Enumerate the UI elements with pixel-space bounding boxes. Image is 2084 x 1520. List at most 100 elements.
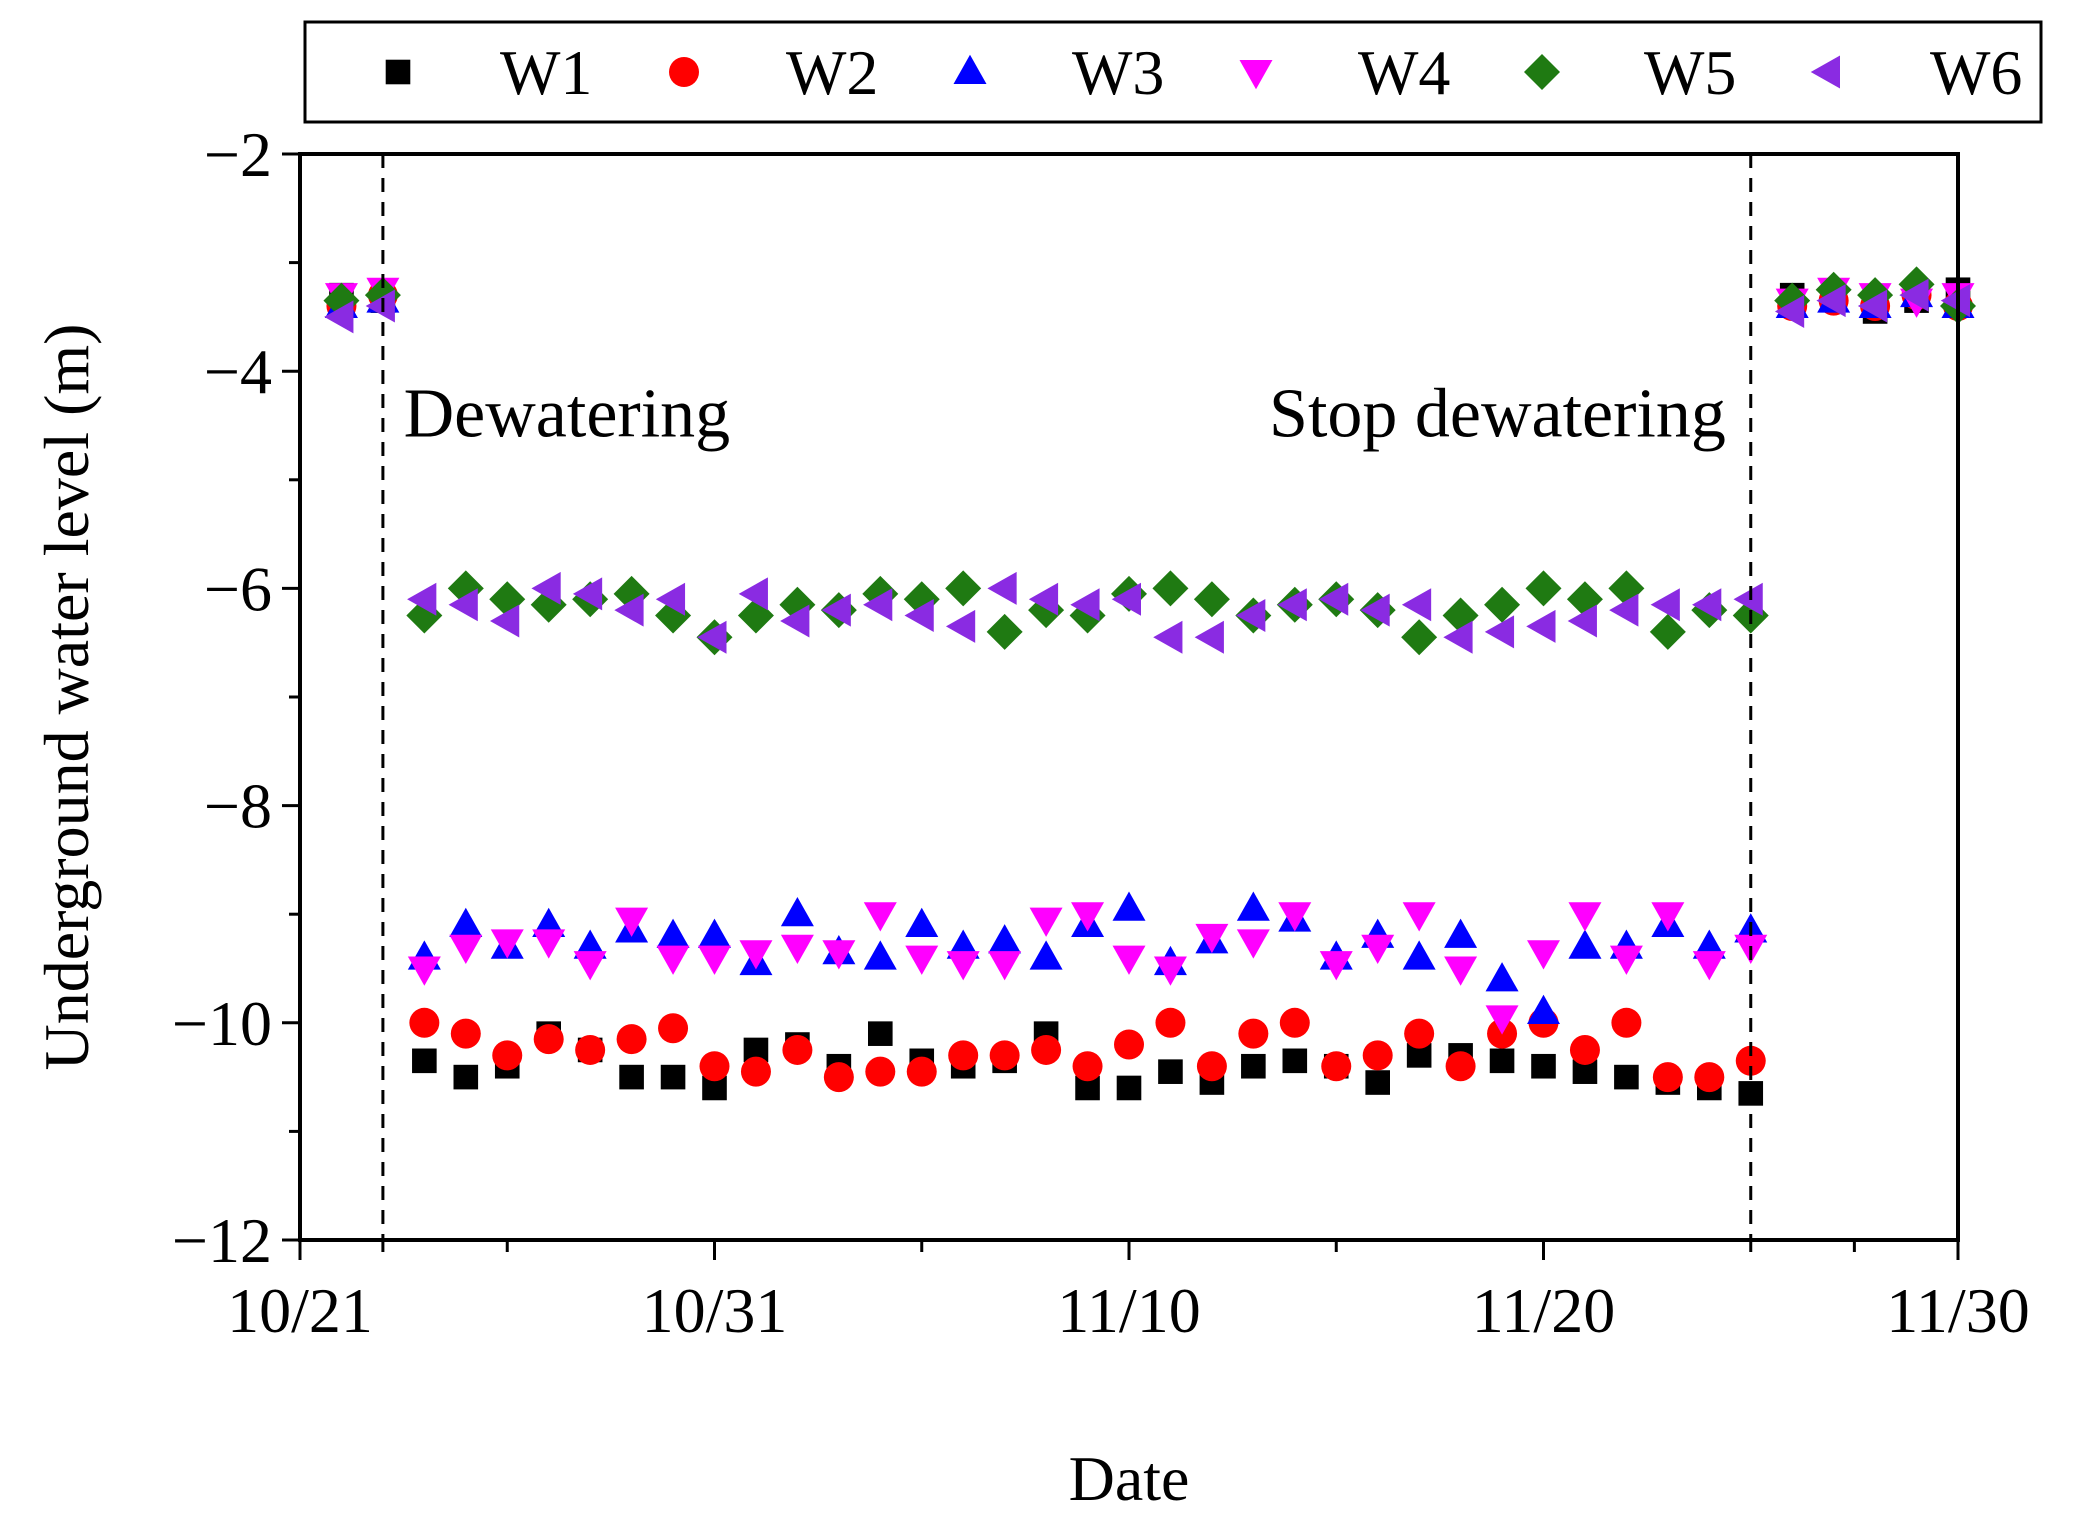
legend-frame [303, 20, 2043, 124]
point-w3-27 [1444, 918, 1478, 948]
point-w2-20 [1155, 1007, 1186, 1038]
point-w3-28 [1485, 962, 1519, 992]
legend-marker-w2 [669, 57, 699, 87]
point-w6-12 [821, 593, 851, 627]
point-w1-22 [1241, 1053, 1266, 1079]
point-w6-26 [1401, 588, 1432, 622]
legend-marker-w5 [1524, 54, 1560, 90]
point-w4-28 [1485, 1005, 1519, 1035]
point-w4-13 [863, 902, 897, 932]
point-w6-13 [863, 588, 893, 622]
point-w3-9 [698, 918, 731, 948]
point-w4-2 [407, 956, 441, 986]
point-w4-33 [1692, 951, 1726, 981]
point-w6-38 [1899, 278, 1929, 312]
annotation-stop-dewatering: Stop dewatering [1269, 375, 1726, 452]
point-w6-2 [407, 582, 437, 616]
point-w2-3 [450, 1018, 481, 1049]
point-w1-13 [868, 1021, 893, 1046]
point-w1-2 [412, 1048, 437, 1074]
point-w4-25 [1361, 934, 1395, 965]
point-w2-11 [782, 1034, 813, 1065]
point-w2-19 [1114, 1029, 1144, 1060]
x-tick-label: 11/10 [1057, 1275, 1200, 1346]
boundary-lines [381, 154, 1753, 1240]
point-w4-23 [1278, 902, 1312, 932]
legend-marker-w3 [953, 54, 987, 84]
point-w6-22 [1236, 599, 1266, 633]
point-w1-7 [619, 1064, 644, 1090]
annotation-dewatering: Dewatering [404, 375, 731, 452]
point-w2-31 [1611, 1007, 1642, 1038]
point-w4-27 [1444, 956, 1478, 986]
legend-item-w1: W1 [385, 37, 592, 108]
y-tick-label: −8 [204, 771, 272, 842]
point-w6-25 [1360, 593, 1390, 627]
point-w3-8 [656, 918, 690, 948]
point-w6-8 [655, 582, 686, 616]
point-w2-4 [492, 1040, 523, 1071]
point-w6-28 [1484, 615, 1515, 649]
point-w2-14 [906, 1056, 937, 1087]
point-w1-3 [453, 1064, 479, 1090]
point-w2-24 [1321, 1051, 1352, 1082]
point-w6-36 [1816, 284, 1846, 318]
point-w6-17 [1028, 582, 1059, 616]
point-w2-27 [1445, 1051, 1476, 1082]
y-tick-label: −12 [172, 1205, 272, 1276]
point-w3-16 [988, 924, 1022, 954]
legend-marker-w4 [1239, 60, 1273, 90]
point-w4-10 [739, 940, 773, 970]
point-w2-23 [1279, 1007, 1310, 1038]
x-tick-label: 11/30 [1886, 1275, 2029, 1346]
point-w6-21 [1194, 620, 1224, 654]
point-w6-1 [365, 289, 395, 323]
x-axis-label: Date [1069, 1443, 1190, 1514]
legend: W1 W2 W3 W4 W5 W6 [303, 20, 2043, 124]
point-w6-29 [1526, 609, 1556, 643]
point-w6-15 [945, 609, 976, 643]
legend-item-w3: W3 [953, 37, 1164, 108]
point-w4-15 [946, 951, 980, 981]
point-w6-9 [697, 620, 727, 654]
point-w2-26 [1404, 1018, 1435, 1049]
point-w4-32 [1651, 902, 1685, 932]
y-tick-label: −6 [204, 553, 272, 624]
point-w1-8 [660, 1064, 686, 1090]
point-w4-3 [449, 934, 483, 965]
point-w2-10 [740, 1056, 771, 1087]
point-w2-9 [699, 1051, 730, 1082]
legend-label-w5: W5 [1644, 37, 1736, 108]
x-tick-label: 11/20 [1472, 1275, 1615, 1346]
point-w4-24 [1319, 951, 1353, 981]
y-axis-label: Underground water level (m) [31, 324, 102, 1071]
point-w4-21 [1195, 923, 1229, 954]
point-w5-20 [1152, 570, 1189, 607]
point-w2-25 [1362, 1040, 1393, 1071]
axis-ticks: 10/21 10/31 11/10 11/20 11/30 −2 −4 −6 −8 −10 −12 [172, 119, 2030, 1346]
point-w6-14 [904, 599, 934, 633]
legend-item-w6: W6 [1810, 37, 2022, 108]
point-w6-19 [1111, 582, 1141, 616]
point-w6-10 [738, 577, 768, 611]
point-w6-39 [1940, 284, 1970, 318]
data-markers [323, 266, 1976, 1106]
point-w2-6 [575, 1034, 606, 1065]
point-w1-20 [1158, 1059, 1183, 1084]
point-w5-28 [1484, 586, 1521, 623]
point-w6-4 [490, 604, 520, 638]
point-w3-22 [1236, 891, 1270, 921]
point-w3-11 [780, 896, 814, 927]
point-w3-30 [1568, 929, 1602, 959]
point-w4-14 [905, 945, 939, 975]
point-w4-4 [490, 929, 524, 959]
point-w6-7 [614, 593, 644, 627]
point-w3-29 [1527, 994, 1560, 1024]
legend-item-w5: W5 [1524, 37, 1736, 108]
point-w6-37 [1857, 289, 1888, 323]
point-w6-30 [1567, 604, 1597, 638]
point-w4-7 [615, 907, 649, 937]
point-w1-25 [1365, 1070, 1390, 1095]
point-w4-20 [1153, 956, 1187, 986]
legend-label-w4: W4 [1358, 37, 1450, 108]
